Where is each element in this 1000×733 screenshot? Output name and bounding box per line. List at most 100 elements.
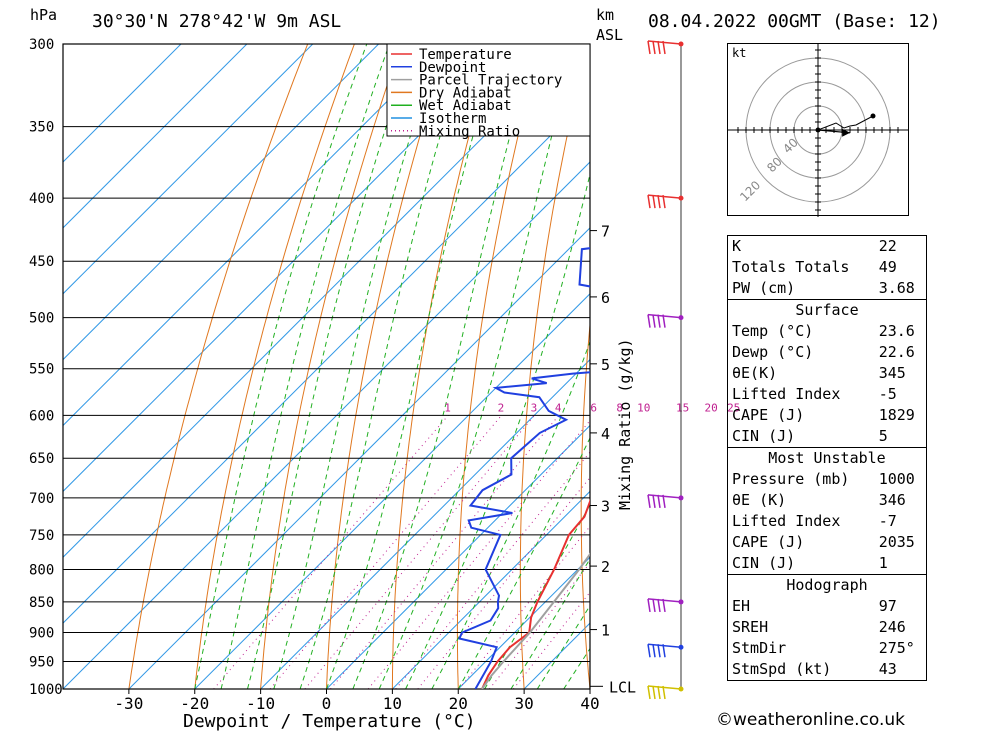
index-value: 23.6 [878, 322, 915, 340]
index-value: 22 [878, 237, 897, 255]
wet-adiabat-line [247, 44, 414, 689]
indices-table: K 22 Totals Totals 49 PW (cm) 3.68 Surface Temp… [727, 235, 927, 681]
dry-adiabat-line [519, 44, 589, 689]
index-row: Temp (°C) 23.6 [728, 321, 927, 342]
dry-adiabat-line [960, 44, 1000, 689]
wind-barb-feather [662, 195, 666, 209]
index-row: StmSpd (kt) 43 [728, 659, 927, 681]
km-tick-label: 6 [601, 289, 610, 307]
index-section-title: Surface [727, 299, 927, 321]
index-value: 2035 [878, 533, 915, 551]
index-section-header: Most Unstable [727, 447, 927, 469]
index-value: 97 [878, 597, 897, 615]
index-label: Lifted Index [732, 512, 841, 530]
isotherm-line [63, 44, 445, 427]
index-value: 1829 [878, 406, 915, 424]
index-row: Dewp (°C) 22.6 [728, 342, 927, 363]
index-value: 49 [878, 258, 897, 276]
isotherm-line [326, 424, 590, 689]
wind-barb-feather [647, 598, 651, 613]
temp-tick-label: 30 [514, 694, 533, 713]
dry-adiabat-line [456, 44, 542, 689]
dry-adiabat-line [697, 44, 728, 689]
km-tick-label: 3 [601, 498, 610, 516]
wind-barb [647, 643, 682, 658]
isotherm-line [63, 44, 379, 361]
wind-barb-feather [657, 494, 661, 509]
copyright-footer: ©weatheronline.co.uk [716, 710, 906, 730]
index-row: θE(K) 345 [728, 363, 927, 384]
index-row: StmDir 275° [728, 638, 927, 659]
isotherm-line [63, 95, 590, 624]
temperature-trace [481, 498, 590, 689]
temp-tick-label: -10 [246, 694, 275, 713]
index-row: CIN (J) 5 [728, 426, 927, 448]
km-tick-label: 2 [601, 558, 610, 576]
index-row: θE (K) 346 [728, 490, 927, 511]
index-label: CIN (J) [732, 427, 796, 445]
pressure-tick-label: 500 [29, 311, 54, 327]
legend-label: Mixing Ratio [419, 124, 520, 140]
index-section-title: Hodograph [727, 574, 927, 596]
index-section-header: Surface [727, 299, 927, 321]
km-unit-label: km [596, 6, 614, 24]
temp-tick-label: -20 [180, 694, 209, 713]
mixing-ratio-line [330, 414, 560, 689]
index-value: -5 [878, 385, 897, 403]
index-value: 275° [878, 639, 915, 657]
wind-barb [647, 494, 682, 509]
index-value: 346 [878, 491, 906, 509]
mixing-ratio-line [269, 414, 502, 689]
index-value: 3.68 [878, 279, 915, 297]
wind-barb-feather [657, 40, 661, 55]
lcl-label: LCL [609, 678, 636, 696]
wind-barb-feather [647, 314, 651, 328]
mixing-ratio-tick-label: 8 [616, 401, 623, 414]
wind-barb-feather [647, 40, 651, 55]
pressure-tick-label: 400 [29, 191, 54, 207]
parcel-trajectory-trace [481, 552, 590, 689]
pressure-tick-label: 350 [29, 120, 54, 136]
mixing-ratio-axis-label: Mixing Ratio (g/kg) [616, 338, 634, 510]
wind-barb-feather [662, 644, 666, 658]
isotherm-line [392, 490, 590, 689]
wind-barb-feather [652, 644, 656, 658]
pressure-tick-label: 300 [29, 37, 54, 53]
storm-motion-arrowhead [842, 128, 851, 137]
mixing-ratio-tick-label: 4 [555, 401, 562, 414]
dewpoint-trace [457, 247, 590, 689]
date-title: 08.04.2022 00GMT (Base: 12) [648, 11, 941, 32]
legend-label: Dry Adiabat [419, 85, 512, 101]
index-label: StmDir [732, 639, 787, 657]
index-label: Pressure (mb) [732, 470, 850, 488]
temp-tick-label: 40 [580, 694, 599, 713]
isotherm-line [63, 44, 314, 295]
index-value: 1 [878, 554, 888, 572]
legend-label: Isotherm [419, 111, 486, 127]
wet-adiabat-line [326, 44, 500, 689]
index-value: -7 [878, 512, 897, 530]
index-label: CAPE (J) [732, 406, 805, 424]
wet-adiabat-line [194, 44, 368, 689]
isotherm-line [63, 44, 248, 229]
isotherm-line [63, 44, 511, 493]
index-row: Lifted Index -7 [728, 511, 927, 532]
mixing-ratio-tick-label: 25 [727, 401, 740, 414]
wind-barb-feather [662, 598, 666, 613]
legend-label: Wet Adiabat [419, 98, 512, 114]
wind-barb-feather [652, 685, 656, 700]
pressure-tick-label: 800 [29, 562, 54, 578]
temp-tick-label: -30 [114, 694, 143, 713]
wind-barb-feather [647, 685, 651, 700]
pressure-tick-label: 900 [29, 626, 54, 642]
index-value: 43 [878, 660, 897, 678]
temp-tick-label: 10 [383, 694, 402, 713]
wind-barb [647, 313, 682, 328]
wind-barb-feather [652, 40, 656, 55]
wet-adiabat-line [220, 44, 390, 689]
index-label: θE(K) [732, 364, 778, 382]
index-row: K 22 [728, 236, 927, 258]
hodograph-trace [817, 115, 874, 131]
